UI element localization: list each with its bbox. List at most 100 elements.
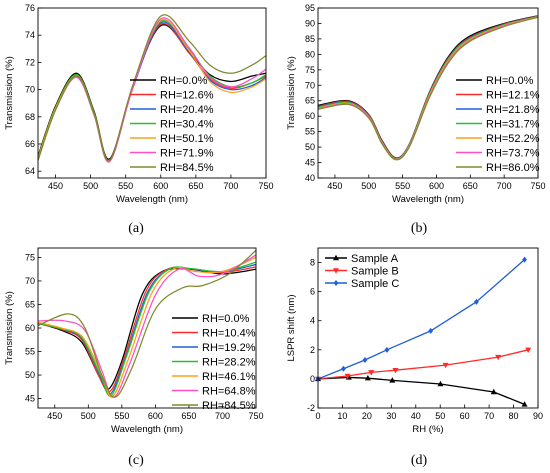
panel-label-1: (a) bbox=[128, 221, 144, 236]
y-axis-label: Transmission (%) bbox=[4, 56, 15, 130]
legend: RH=0.0% RH=12.6% RH=20.4% RH=30.4% RH=50.1% R… bbox=[130, 75, 214, 174]
y-tick-label-1: 40 bbox=[305, 173, 315, 183]
y-tick-label-11: 90 bbox=[305, 18, 315, 28]
legend-label-4: RH=30.4% bbox=[160, 119, 214, 131]
data-point-s2-6 bbox=[495, 354, 502, 361]
y-axis-label: Transmission (%) bbox=[286, 56, 297, 130]
x-tick-label-6: 700 bbox=[497, 181, 512, 191]
legend-label-5: RH=46.1% bbox=[202, 371, 256, 383]
x-tick-label-3: 550 bbox=[118, 181, 133, 191]
x-axis-label: Wavelength (nm) bbox=[116, 194, 188, 205]
y-tick-label-9: 80 bbox=[305, 49, 315, 59]
x-tick-label-8: 70 bbox=[484, 411, 494, 421]
legend: RH=0.0% RH=10.4% RH=19.2% RH=28.2% RH=46.1% R… bbox=[172, 313, 256, 412]
y-tick-label-6: 74 bbox=[25, 30, 35, 40]
series-line-4 bbox=[38, 19, 266, 161]
y-tick-label-6: 70 bbox=[25, 276, 35, 286]
x-tick-label-2: 500 bbox=[83, 181, 98, 191]
x-tick-label-3: 20 bbox=[362, 411, 372, 421]
y-tick-label-8: 75 bbox=[305, 65, 315, 75]
x-tick-label-5: 650 bbox=[181, 411, 196, 421]
plot-frame bbox=[317, 247, 539, 409]
legend-label-1: RH=0.0% bbox=[160, 75, 208, 87]
legend-label-2: RH=10.4% bbox=[202, 328, 256, 340]
data-point-s3-2 bbox=[341, 365, 346, 372]
legend-label-7: RH=86.0% bbox=[486, 162, 540, 174]
chart-panel-1: 450 500 550 600 650 700 750 64 66 68 70 72 74 76 Wavel… bbox=[4, 3, 274, 205]
y-tick-label-5: 60 bbox=[305, 111, 315, 121]
legend-label-3: RH=21.8% bbox=[486, 104, 540, 116]
x-tick-label-2: 10 bbox=[337, 411, 347, 421]
x-tick-label-10: 90 bbox=[533, 411, 543, 421]
y-tick-label-2: 0 bbox=[310, 374, 315, 384]
legend-label-5: RH=50.1% bbox=[160, 133, 214, 145]
x-tick-label-6: 50 bbox=[435, 411, 445, 421]
series-line-7 bbox=[318, 16, 538, 161]
data-point-s3-6 bbox=[474, 298, 479, 305]
x-tick-label-7: 750 bbox=[258, 181, 273, 191]
y-tick-label-7: 75 bbox=[25, 252, 35, 262]
x-tick-label-5: 650 bbox=[188, 181, 203, 191]
y-tick-label-12: 95 bbox=[305, 3, 315, 13]
plot-frame bbox=[317, 7, 539, 179]
data-point-s1-6 bbox=[490, 388, 497, 395]
x-tick-label-5: 650 bbox=[463, 181, 478, 191]
plot-frame bbox=[37, 7, 267, 179]
data-point-s2-7 bbox=[525, 347, 532, 354]
x-tick-label-4: 600 bbox=[148, 411, 163, 421]
legend-label-6: RH=73.7% bbox=[486, 148, 540, 160]
y-tick-label-3: 55 bbox=[25, 347, 35, 357]
x-tick-label-1: 450 bbox=[47, 411, 62, 421]
x-axis-label: Wavelength (nm) bbox=[111, 424, 183, 435]
y-tick-label-4: 55 bbox=[305, 127, 315, 137]
data-point-s1-7 bbox=[521, 401, 528, 407]
x-axis-label: RH (%) bbox=[412, 424, 443, 435]
legend-label-7: RH=84.5% bbox=[160, 162, 214, 174]
panel-label-2: (b) bbox=[411, 221, 428, 236]
series-line-4 bbox=[38, 261, 256, 397]
data-point-s3-4 bbox=[384, 346, 390, 353]
legend-label-6: RH=71.9% bbox=[160, 148, 214, 160]
x-tick-label-4: 30 bbox=[386, 411, 396, 421]
legend-label-4: RH=28.2% bbox=[202, 357, 256, 369]
legend: RH=0.0% RH=12.1% RH=21.8% RH=31.7% RH=52.2% R… bbox=[456, 75, 540, 174]
x-tick-label-9: 80 bbox=[509, 411, 519, 421]
y-tick-label-3: 68 bbox=[25, 112, 35, 122]
legend-label-6: RH=64.8% bbox=[202, 386, 256, 398]
x-tick-label-6: 700 bbox=[215, 411, 230, 421]
x-tick-label-5: 40 bbox=[411, 411, 421, 421]
legend-label-1: Sample A bbox=[351, 253, 399, 265]
y-tick-label-3: 2 bbox=[310, 345, 315, 355]
series-line-7 bbox=[38, 14, 266, 161]
legend-marker-3 bbox=[333, 280, 339, 286]
legend-label-1: RH=0.0% bbox=[202, 313, 250, 325]
data-point-s1-3 bbox=[364, 374, 371, 381]
legend-label-5: RH=52.2% bbox=[486, 133, 540, 145]
y-tick-label-1: -2 bbox=[307, 403, 315, 413]
x-tick-label-1: 0 bbox=[315, 411, 320, 421]
legend-marker-1 bbox=[333, 254, 339, 261]
x-tick-label-4: 600 bbox=[429, 181, 444, 191]
data-point-s3-3 bbox=[362, 357, 368, 363]
series-line-3 bbox=[318, 259, 525, 380]
series-line-6 bbox=[38, 254, 256, 398]
panel-label-3: (c) bbox=[128, 453, 144, 468]
x-axis-label: Wavelength (nm) bbox=[392, 194, 464, 205]
series-line-5 bbox=[38, 256, 256, 398]
series-line-6 bbox=[38, 17, 266, 163]
x-tick-label-7: 750 bbox=[248, 411, 263, 421]
x-tick-label-3: 550 bbox=[114, 411, 129, 421]
data-point-s1-4 bbox=[389, 377, 396, 383]
legend-label-2: Sample B bbox=[351, 266, 399, 278]
x-tick-label-1: 450 bbox=[48, 181, 63, 191]
series-line-7 bbox=[38, 249, 256, 398]
x-tick-label-7: 60 bbox=[460, 411, 470, 421]
data-point-s2-5 bbox=[442, 362, 449, 369]
chart-panel-3: 450 500 550 600 650 700 750 45 50 55 60 65 70 75 Wavel… bbox=[4, 247, 264, 435]
data-point-s1-5 bbox=[437, 380, 444, 387]
series-line-3 bbox=[38, 21, 266, 161]
y-axis-label: LSPR shift (nm) bbox=[286, 294, 297, 361]
y-tick-label-7: 70 bbox=[305, 80, 315, 90]
